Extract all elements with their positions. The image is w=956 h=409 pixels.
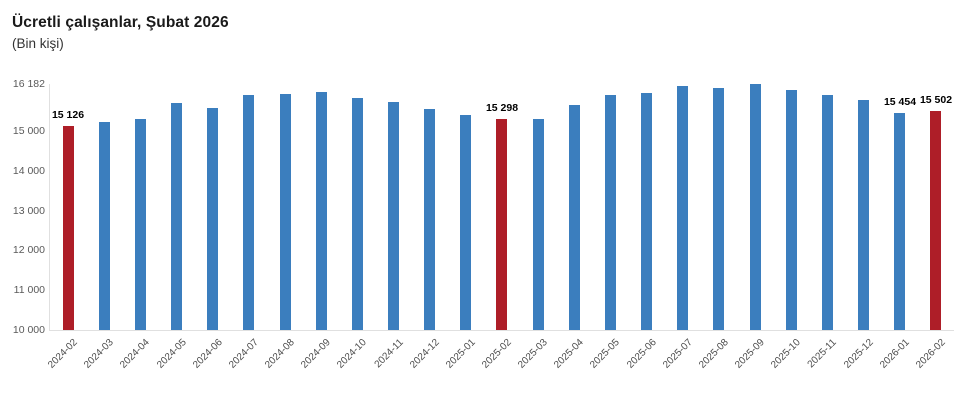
bar-value-label: 15 126: [51, 109, 85, 121]
bar-value-label: 15 502: [919, 94, 953, 106]
bar[interactable]: [424, 109, 435, 330]
bar[interactable]: [496, 119, 507, 330]
y-tick-label: 16 182: [12, 78, 45, 90]
bar[interactable]: [388, 102, 399, 330]
bar[interactable]: [460, 115, 471, 330]
bar[interactable]: [894, 113, 905, 330]
y-tick-label: 10 000: [12, 324, 45, 336]
y-tick-label: 15 000: [12, 125, 45, 138]
bar-value-label: 15 298: [485, 102, 519, 114]
bar[interactable]: [63, 126, 74, 330]
y-tick-label: 12 000: [12, 244, 45, 257]
x-axis-line: [49, 330, 954, 331]
bar[interactable]: [822, 95, 833, 330]
bar[interactable]: [569, 105, 580, 330]
bar[interactable]: [316, 92, 327, 330]
y-tick-label: 14 000: [12, 164, 45, 177]
bar[interactable]: [713, 88, 724, 330]
bar-value-label: 15 454: [883, 96, 917, 108]
bar[interactable]: [930, 111, 941, 330]
bar[interactable]: [641, 93, 652, 330]
chart-subtitle: (Bin kişi): [12, 36, 64, 51]
bar[interactable]: [677, 86, 688, 330]
bar[interactable]: [605, 95, 616, 330]
y-tick-label: 11 000: [13, 284, 45, 297]
bar[interactable]: [533, 119, 544, 330]
chart-title: Ücretli çalışanlar, Şubat 2026: [12, 14, 229, 31]
bar[interactable]: [280, 94, 291, 330]
bar[interactable]: [99, 122, 110, 330]
bar[interactable]: [171, 103, 182, 330]
bar[interactable]: [858, 100, 869, 330]
bar[interactable]: [243, 95, 254, 330]
y-tick-label: 13 000: [12, 204, 45, 217]
y-axis-line: [49, 84, 50, 330]
bar[interactable]: [352, 98, 363, 330]
bar[interactable]: [750, 84, 761, 330]
bar[interactable]: [135, 119, 146, 330]
bar[interactable]: [207, 108, 218, 330]
bar[interactable]: [786, 90, 797, 330]
